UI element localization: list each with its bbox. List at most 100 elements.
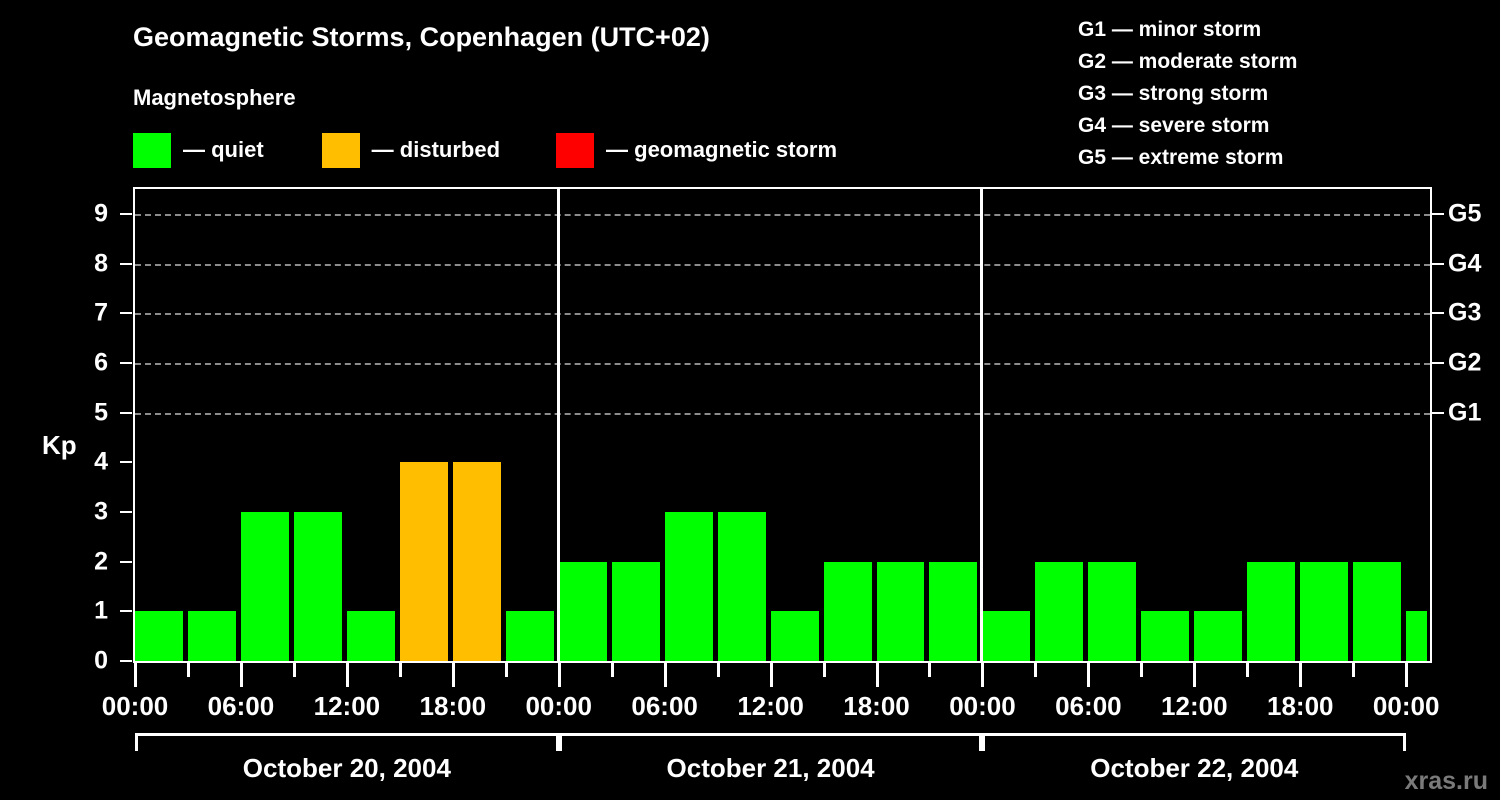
g-tick-mark (1432, 411, 1444, 414)
bar (770, 611, 819, 661)
y-tick-label: 9 (94, 199, 108, 228)
g-tick-mark (1432, 312, 1444, 315)
x-tick-label: 18:00 (419, 691, 487, 721)
bar (664, 511, 713, 661)
legend-label-storm: — geomagnetic storm (606, 137, 838, 162)
bar (452, 462, 501, 661)
legend-label-quiet: — quiet (183, 137, 264, 162)
day-label: October 20, 2004 (242, 753, 451, 783)
x-tick-major (134, 663, 137, 687)
x-tick-minor (1352, 663, 1356, 677)
x-tick-minor (928, 663, 932, 677)
gridline (135, 313, 1430, 316)
g-tick-label: G2 (1448, 348, 1482, 377)
x-tick-label: 12:00 (313, 691, 381, 721)
x-tick-label: 00:00 (525, 691, 592, 721)
day-bracket (558, 733, 983, 751)
bar (1300, 561, 1349, 661)
y-tick-label: 2 (94, 547, 108, 576)
x-tick-label: 00:00 (949, 691, 1016, 721)
green-swatch-icon (133, 132, 171, 168)
g-tick-mark (1432, 361, 1444, 364)
g-scale-line: G3 — strong storm (1078, 82, 1269, 105)
bar (399, 462, 448, 661)
bar (293, 511, 342, 661)
bar (505, 611, 554, 661)
y-tick-label: 3 (94, 497, 108, 526)
bar (135, 611, 183, 661)
x-tick-minor (822, 663, 826, 677)
y-tick-label: 0 (94, 646, 108, 675)
x-tick-major (1087, 663, 1091, 687)
orange-swatch-icon (321, 132, 360, 168)
x-tick-minor (1246, 663, 1250, 677)
x-tick-label: 12:00 (737, 691, 804, 721)
gridline (135, 362, 1430, 365)
day-bracket (982, 733, 1407, 751)
legend-label-disturbed: — disturbed (371, 137, 501, 162)
y-tick-mark (120, 361, 132, 364)
y-tick-label: 4 (94, 447, 108, 476)
x-tick-major (239, 663, 243, 687)
y-tick-mark (120, 461, 132, 464)
bar (1406, 611, 1428, 661)
day-separator (556, 189, 560, 661)
bar (823, 561, 872, 661)
y-tick-mark (120, 411, 132, 414)
bar (346, 611, 395, 661)
chart-subtitle: Magnetosphere (133, 85, 296, 110)
bar (1035, 561, 1084, 661)
g-tick-label: G1 (1448, 398, 1482, 427)
y-tick-mark (120, 610, 132, 613)
g-scale-line: G1 — minor storm (1078, 18, 1262, 41)
page-title: Geomagnetic Storms, Copenhagen (UTC+02) (133, 22, 710, 52)
y-tick-label: 5 (94, 398, 108, 427)
bar (187, 611, 236, 661)
x-tick-major (1405, 663, 1409, 687)
plot-inner (135, 189, 1430, 661)
x-tick-major (557, 663, 561, 687)
bar (558, 561, 607, 661)
y-tick-mark (120, 262, 132, 265)
gridline (135, 213, 1430, 216)
bar (1088, 561, 1137, 661)
bar (717, 511, 766, 661)
bar (982, 611, 1031, 661)
x-tick-minor (1140, 663, 1144, 677)
y-tick-mark (120, 660, 132, 662)
g-scale-legend: G1 — minor storm G2 — moderate storm G3 … (1078, 14, 1297, 174)
g-scale-line: G2 — moderate storm (1078, 50, 1298, 73)
x-tick-label: 00:00 (1372, 691, 1440, 721)
x-tick-minor (398, 663, 402, 677)
bar (1141, 611, 1190, 661)
legend-item-disturbed: — disturbed (321, 132, 501, 168)
bar (876, 561, 925, 661)
x-tick-label: 12:00 (1161, 691, 1228, 721)
g-scale-line: G4 — severe storm (1078, 114, 1270, 137)
x-tick-major (663, 663, 667, 687)
day-bracket (135, 733, 559, 751)
watermark: xras.ru (1404, 767, 1488, 795)
g-tick-mark (1432, 212, 1444, 215)
g-tick-label: G4 (1448, 249, 1482, 278)
bar (1194, 611, 1243, 661)
g-tick-mark (1432, 262, 1444, 265)
x-tick-label: 06:00 (631, 691, 698, 721)
x-tick-label: 06:00 (207, 691, 275, 721)
bar (1247, 561, 1296, 661)
x-tick-minor (1034, 663, 1038, 677)
x-tick-major (1193, 663, 1197, 687)
x-tick-label: 18:00 (843, 691, 910, 721)
legend-item-quiet: — quiet (133, 132, 264, 168)
x-tick-major (345, 663, 349, 687)
y-tick-label: 7 (94, 298, 108, 327)
bar (240, 511, 289, 661)
plot-area (133, 187, 1432, 663)
y-tick-mark (120, 312, 132, 315)
x-tick-label: 00:00 (101, 691, 169, 721)
x-tick-minor (292, 663, 296, 677)
y-axis-title: Kp (42, 430, 77, 460)
x-tick-major (769, 663, 773, 687)
bar (929, 561, 978, 661)
